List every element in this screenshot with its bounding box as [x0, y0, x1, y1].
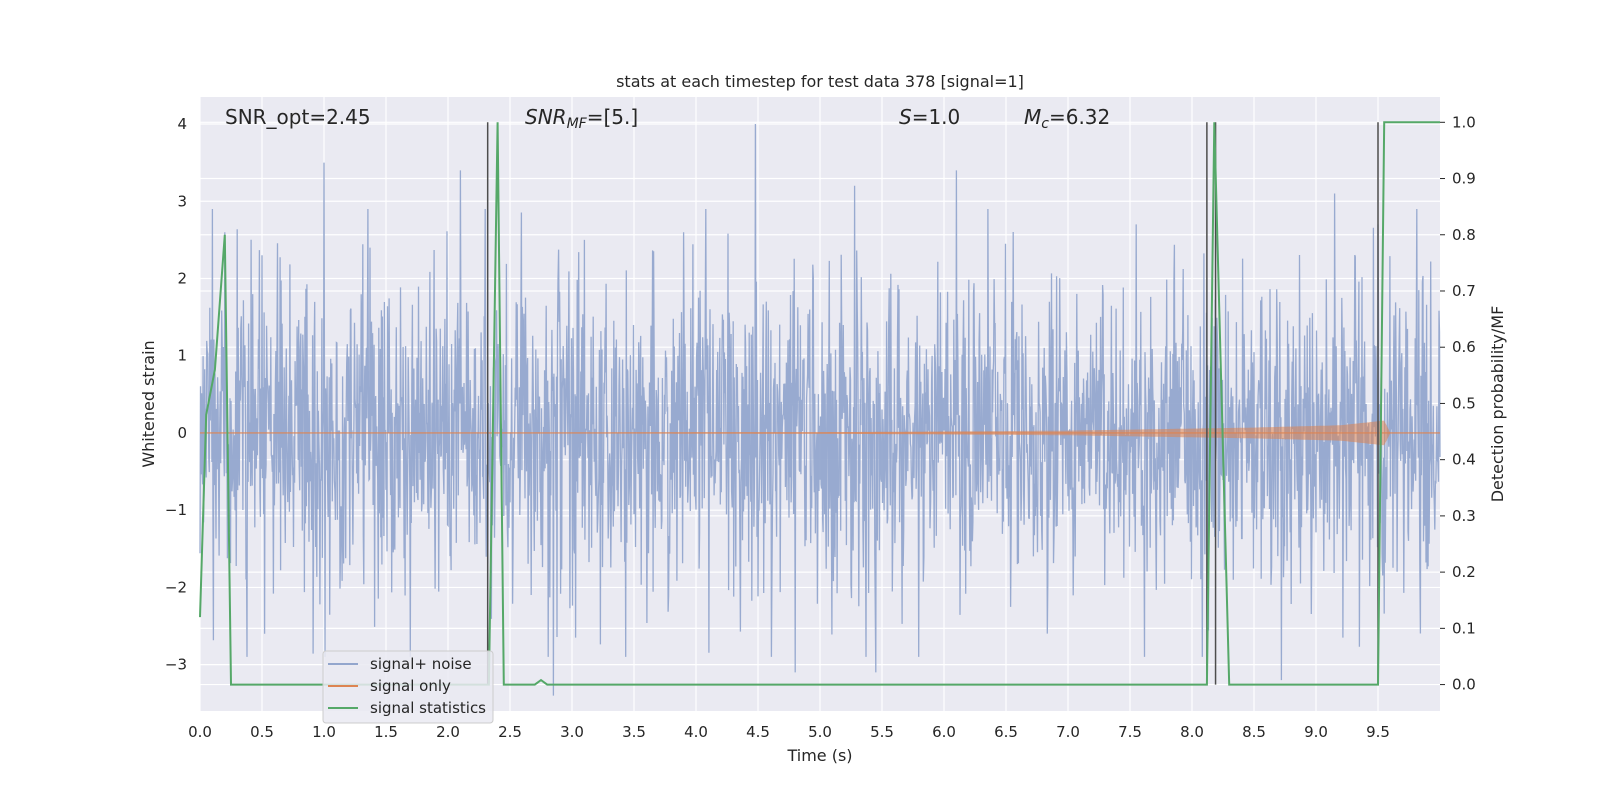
s-value: =1.0 [912, 105, 961, 129]
signal-only-series [200, 420, 1440, 446]
legend: signal+ noise signal only signal statist… [322, 650, 494, 724]
x-tick-1: 0.5 [250, 723, 274, 741]
snr-mf-sub: MF [567, 116, 588, 132]
y-left-axis-label: Whitened strain [139, 340, 158, 467]
x-tick-10: 5.0 [808, 723, 832, 741]
legend-box [322, 650, 494, 724]
annotation-snr-mf: SNRMF=[5.] [525, 105, 638, 132]
x-tick-2: 1.0 [312, 723, 336, 741]
x-tick-0: 0.0 [188, 723, 212, 741]
noise-series [199, 123, 1441, 696]
annotation-s: S=1.0 [899, 105, 960, 129]
y-right-tick-10: 0.0 [1452, 676, 1476, 694]
x-tick-9: 4.5 [746, 723, 770, 741]
x-tick-14: 7.0 [1056, 723, 1080, 741]
y-right-tick-6: 0.4 [1452, 451, 1476, 469]
legend-label-signal-noise: signal+ noise [370, 655, 472, 673]
x-tick-17: 8.5 [1242, 723, 1266, 741]
x-tick-8: 4.0 [684, 723, 708, 741]
y-right-tick-0: 1.0 [1452, 113, 1476, 131]
y-left-tick-2: 2 [177, 269, 187, 287]
chart-title: stats at each timestep for test data 378… [616, 72, 1024, 91]
y-right-tick-labels: 1.0 0.9 0.8 0.7 0.6 0.5 0.4 0.3 0.2 0.1 0.0 [1440, 113, 1476, 694]
annotation-mc: Mc=6.32 [1024, 105, 1110, 132]
y-right-tick-1: 0.9 [1452, 170, 1476, 188]
y-right-tick-8: 0.2 [1452, 563, 1476, 581]
y-left-tick-6: −2 [165, 578, 187, 596]
y-left-tick-4: 0 [177, 424, 187, 442]
mc-sub: c [1041, 116, 1049, 132]
y-left-tick-0: 4 [177, 115, 187, 133]
x-tick-13: 6.5 [994, 723, 1018, 741]
x-tick-19: 9.5 [1366, 723, 1390, 741]
s-symbol: S [899, 105, 912, 129]
x-axis-label: Time (s) [786, 746, 852, 765]
y-right-tick-7: 0.3 [1452, 507, 1476, 525]
x-tick-12: 6.0 [932, 723, 956, 741]
x-tick-labels: 0.0 0.5 1.0 1.5 2.0 2.5 3.0 3.5 4.0 4.5 5.0 5.5 6.0 6… [188, 723, 1390, 741]
y-left-tick-labels: 4 3 2 1 0 −1 −2 −3 [165, 115, 187, 674]
x-tick-16: 8.0 [1180, 723, 1204, 741]
legend-label-signal-statistics: signal statistics [370, 699, 486, 717]
snr-mf-value: =[5.] [587, 105, 638, 129]
y-left-tick-7: −3 [165, 656, 187, 674]
x-tick-5: 2.5 [498, 723, 522, 741]
x-tick-7: 3.5 [622, 723, 646, 741]
y-right-tick-5: 0.5 [1452, 394, 1476, 412]
legend-label-signal-only: signal only [370, 677, 451, 695]
y-left-tick-3: 1 [177, 347, 187, 365]
x-tick-18: 9.0 [1304, 723, 1328, 741]
x-tick-11: 5.5 [870, 723, 894, 741]
y-right-tick-9: 0.1 [1452, 619, 1476, 637]
snr-mf-base: SNR [525, 105, 567, 129]
signal-statistics-series [199, 121, 1440, 686]
x-tick-3: 1.5 [374, 723, 398, 741]
vertical-markers [486, 122, 1379, 685]
y-left-tick-5: −1 [165, 501, 187, 519]
x-tick-15: 7.5 [1118, 723, 1142, 741]
y-right-tick-2: 0.8 [1452, 226, 1476, 244]
y-right-tick-3: 0.7 [1452, 282, 1476, 300]
x-tick-6: 3.0 [560, 723, 584, 741]
y-right-tick-4: 0.6 [1452, 338, 1476, 356]
y-left-tick-1: 3 [177, 192, 187, 210]
mc-symbol: M [1024, 105, 1041, 129]
y-right-axis-label: Detection probability/MF [1488, 306, 1507, 503]
statistics-line [199, 121, 1440, 686]
mc-value: =6.32 [1049, 105, 1110, 129]
noise-line [199, 123, 1441, 696]
annotation-snr-opt: SNR_opt=2.45 [225, 105, 371, 129]
x-tick-4: 2.0 [436, 723, 460, 741]
